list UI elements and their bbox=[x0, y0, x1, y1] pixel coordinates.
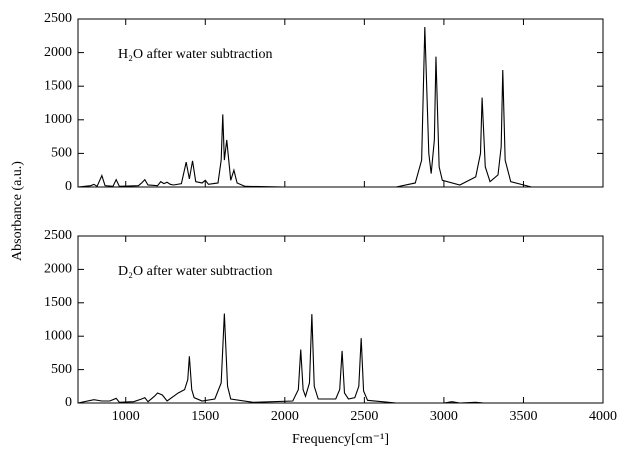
x-tick-label: 3500 bbox=[509, 409, 537, 424]
x-tick-label: 1500 bbox=[191, 409, 219, 424]
y-tick-label: 1000 bbox=[44, 112, 72, 127]
annotation: H₂O after water subtraction bbox=[118, 47, 273, 62]
y-tick-label: 0 bbox=[65, 179, 72, 194]
y-axis-label: Absorbance (a.u.) bbox=[10, 161, 25, 261]
x-tick-label: 2000 bbox=[271, 409, 299, 424]
spectrum-line bbox=[77, 313, 603, 404]
y-tick-label: 1000 bbox=[44, 328, 72, 343]
y-tick-label: 500 bbox=[51, 146, 72, 161]
y-tick-label: 2500 bbox=[44, 11, 72, 26]
y-tick-label: 1500 bbox=[44, 78, 72, 93]
x-tick-label: 2500 bbox=[350, 409, 378, 424]
annotation: D₂O after water subtraction bbox=[118, 264, 273, 279]
x-tick-label: 1000 bbox=[112, 409, 140, 424]
y-tick-label: 500 bbox=[51, 362, 72, 377]
plot-frame bbox=[77, 18, 604, 188]
x-tick-label: 4000 bbox=[589, 409, 617, 424]
y-tick-label: 2500 bbox=[44, 228, 72, 243]
plot-frame bbox=[77, 235, 604, 404]
x-tick-label: 3000 bbox=[430, 409, 458, 424]
spectrum-line bbox=[77, 27, 603, 188]
y-tick-label: 1500 bbox=[44, 295, 72, 310]
y-tick-label: 0 bbox=[65, 395, 72, 410]
x-axis-label: Frequency[cm⁻¹] bbox=[292, 432, 389, 447]
y-tick-label: 2000 bbox=[44, 262, 72, 277]
y-tick-label: 2000 bbox=[44, 45, 72, 60]
